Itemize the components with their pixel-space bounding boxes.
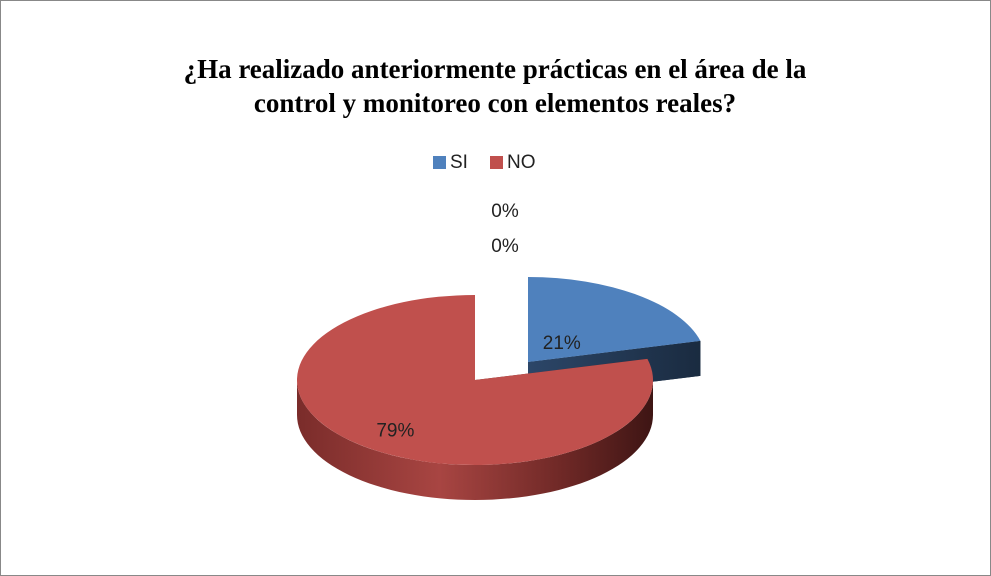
chart-title: ¿Ha realizado anteriormente prácticas en… <box>183 54 807 118</box>
data-label: 0% <box>491 236 519 257</box>
data-label: 79% <box>376 421 414 442</box>
legend-label: NO <box>507 152 536 173</box>
data-label: 21% <box>543 333 581 354</box>
legend-label: SI <box>450 152 468 173</box>
slice-top <box>296 295 653 466</box>
slice-top <box>528 277 701 362</box>
legend-swatch <box>490 156 503 169</box>
slice-side <box>297 380 653 500</box>
pie-slice <box>296 295 653 500</box>
legend-swatch <box>433 156 446 169</box>
data-label: 0% <box>491 201 519 222</box>
